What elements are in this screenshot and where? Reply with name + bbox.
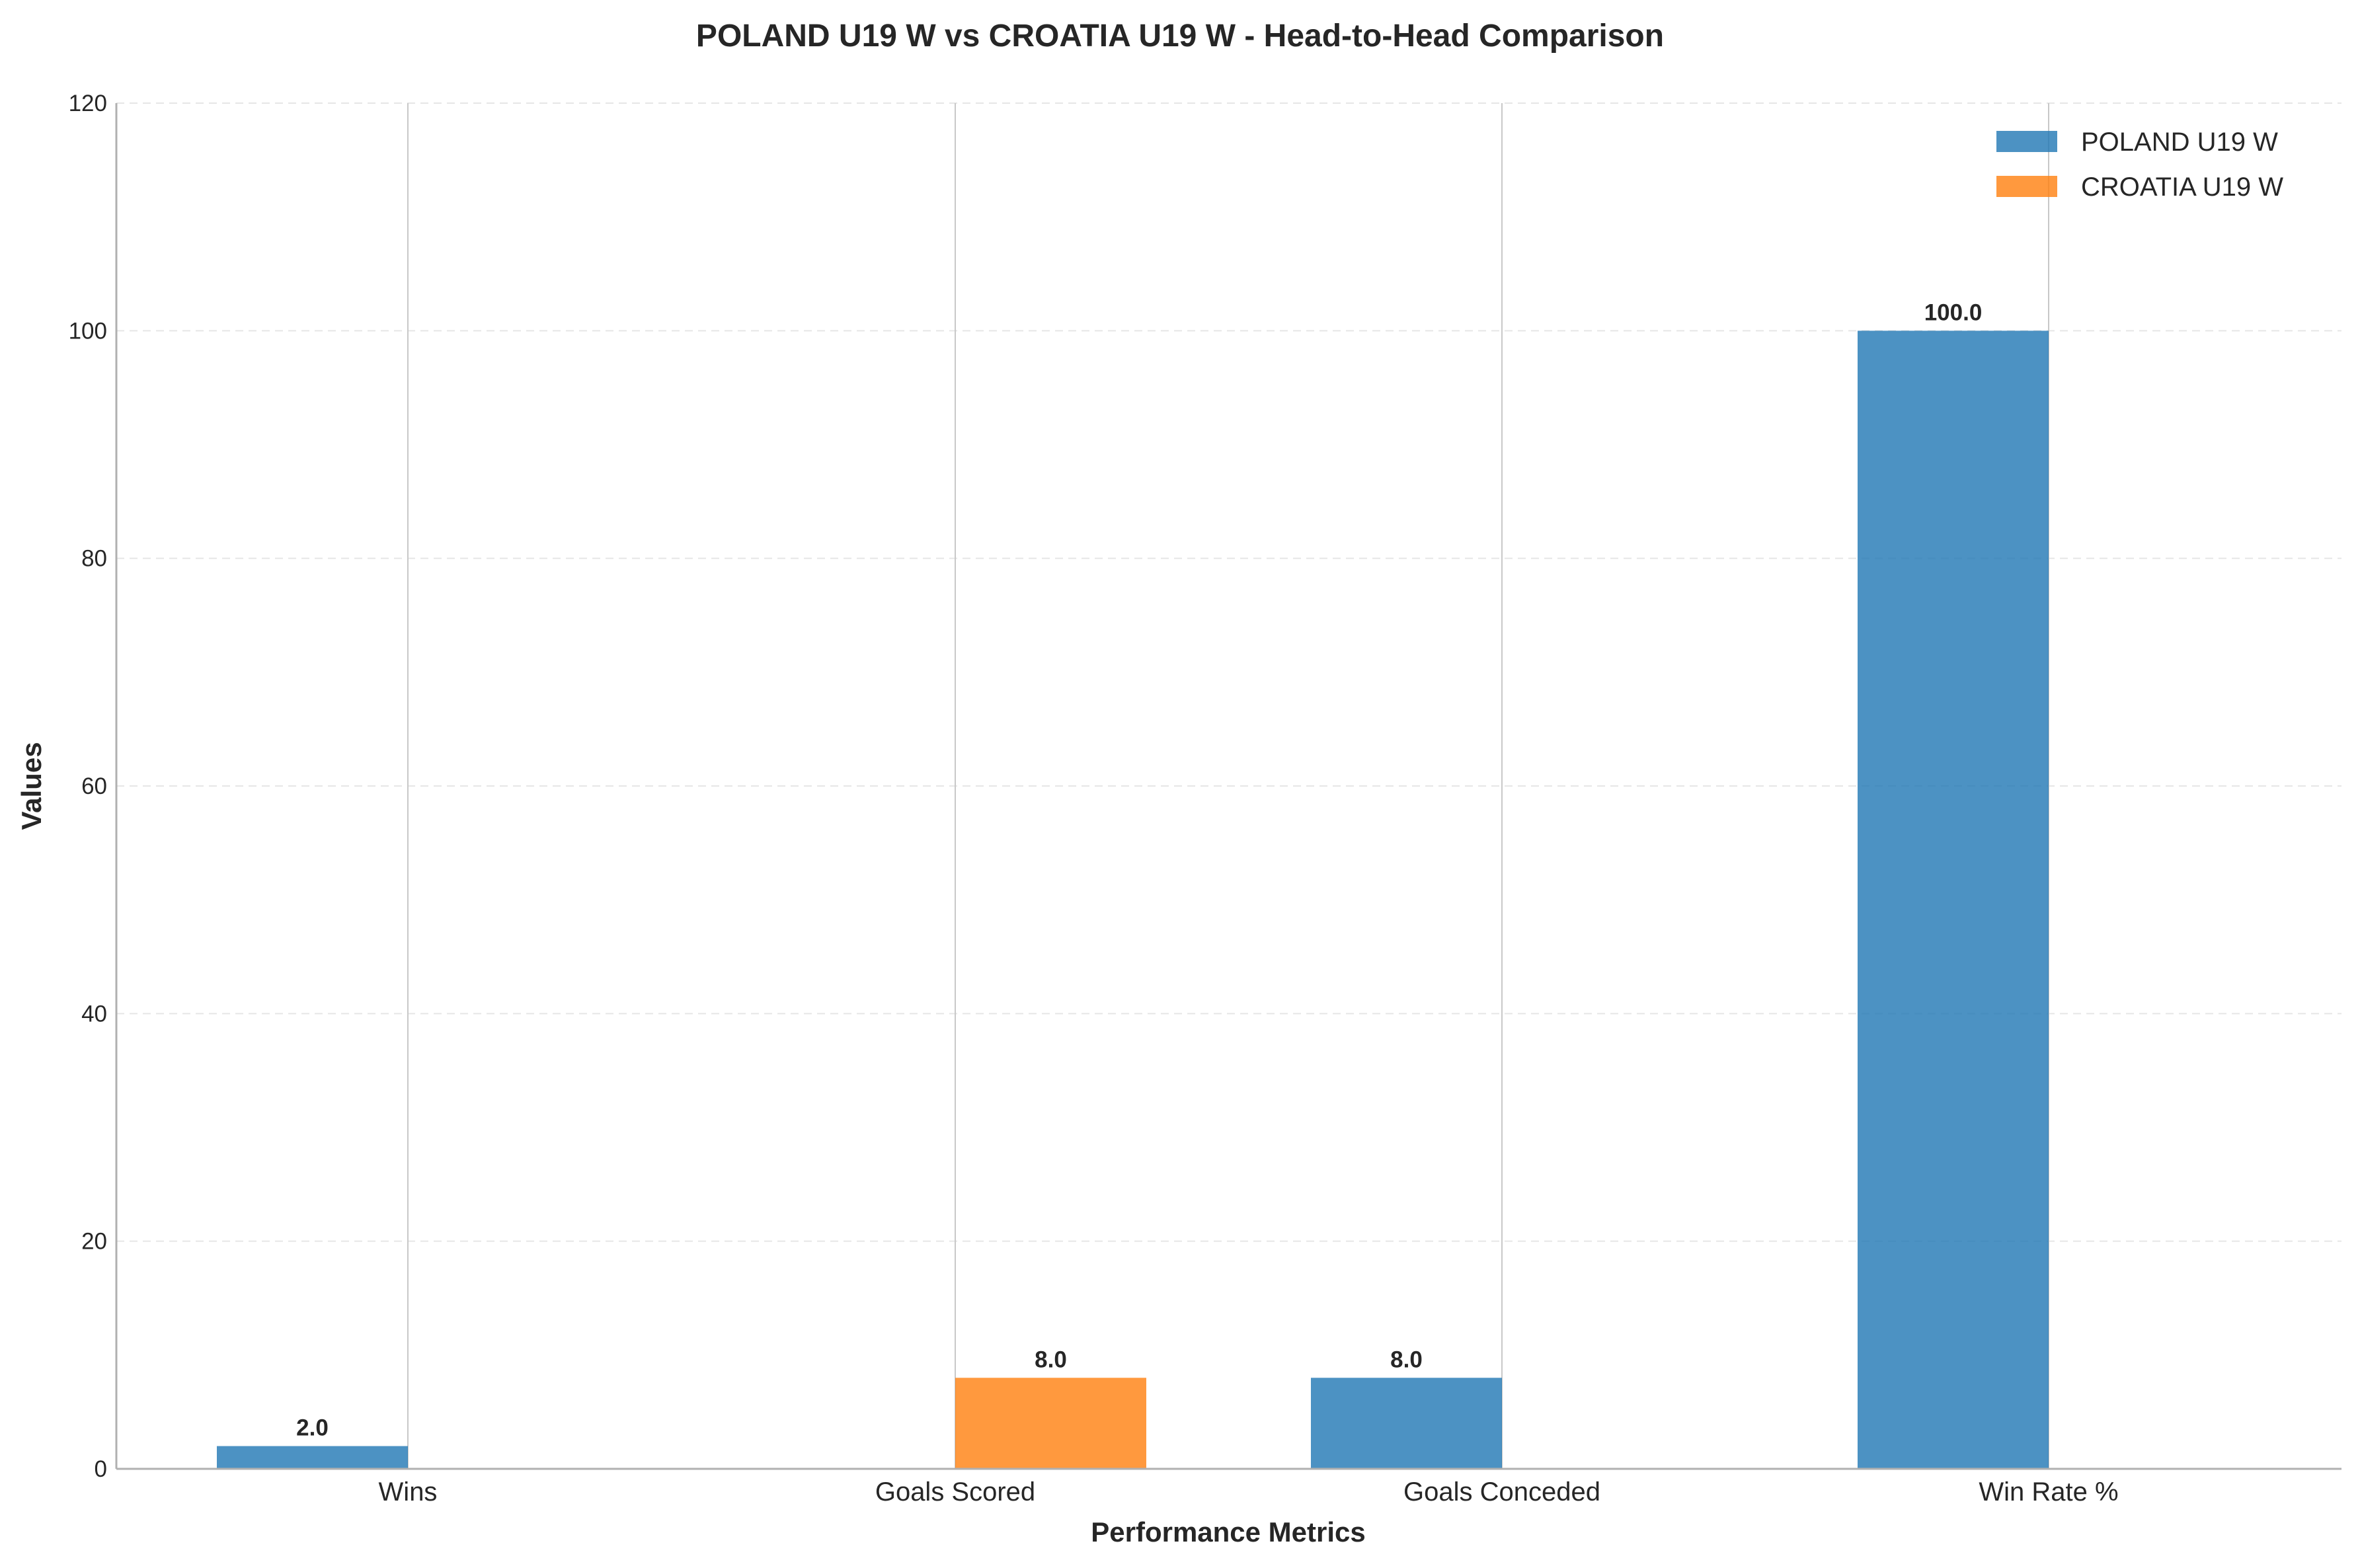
x-tick-label: Goals Conceded xyxy=(1403,1477,1600,1507)
x-tick-labels: Wins Goals Scored Goals Conceded Win Rate % xyxy=(379,1477,2119,1507)
bar xyxy=(1311,1378,1502,1469)
bar xyxy=(217,1446,408,1469)
x-axis-label: Performance Metrics xyxy=(1091,1516,1366,1548)
x-tick-label: Goals Scored xyxy=(875,1477,1035,1507)
value-label: 2.0 xyxy=(296,1415,329,1441)
y-tick-labels: 0 20 40 60 80 100 120 xyxy=(69,91,107,1482)
x-tick-label: Wins xyxy=(379,1477,438,1507)
chart-title: POLAND U19 W vs CROATIA U19 W - Head-to-… xyxy=(696,19,1664,54)
legend: POLAND U19 W CROATIA U19 W xyxy=(1996,128,2283,202)
y-tick-label: 40 xyxy=(81,1001,107,1027)
value-labels: 2.0 8.0 100.0 8.0 xyxy=(296,299,1982,1440)
x-tick-label: Win Rate % xyxy=(1979,1477,2118,1507)
legend-swatch xyxy=(1996,176,2057,197)
value-label: 8.0 xyxy=(1390,1347,1423,1372)
bar xyxy=(1858,331,2049,1469)
legend-label: CROATIA U19 W xyxy=(2081,173,2283,202)
y-tick-label: 20 xyxy=(81,1229,107,1255)
y-tick-label: 120 xyxy=(69,91,107,116)
bars xyxy=(217,331,2049,1469)
y-axis-label: Values xyxy=(16,742,47,830)
y-tick-label: 0 xyxy=(95,1456,107,1482)
y-tick-label: 60 xyxy=(81,773,107,799)
value-label: 8.0 xyxy=(1035,1347,1067,1372)
bar xyxy=(955,1378,1146,1469)
legend-swatch xyxy=(1996,131,2057,152)
y-tick-label: 100 xyxy=(69,318,107,344)
value-label: 100.0 xyxy=(1924,299,1983,325)
legend-label: POLAND U19 W xyxy=(2081,128,2278,157)
y-tick-label: 80 xyxy=(81,546,107,572)
